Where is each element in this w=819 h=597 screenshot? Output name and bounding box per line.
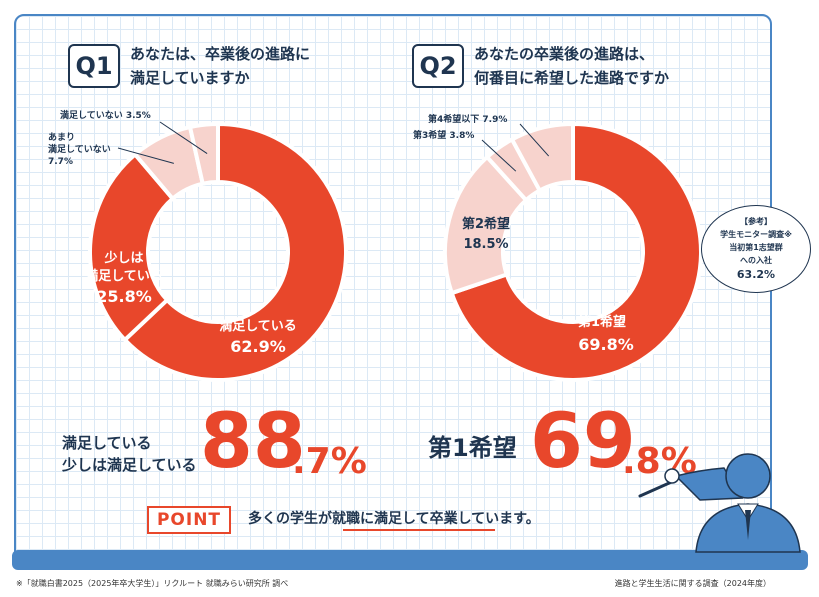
q1-label-0-0: 満足している bbox=[219, 318, 297, 334]
footer-source: ※「就職白書2025（2025年卒大学生）」リクルート 就職みらい研究所 調べ bbox=[16, 579, 289, 588]
q1-label-1-0: 少しは bbox=[103, 250, 143, 266]
q1-label-2-0: あまり bbox=[48, 132, 75, 143]
q1-value-1: 25.8% bbox=[96, 287, 152, 306]
q1-leader-2 bbox=[117, 147, 174, 164]
reference-line1: 【参考】 bbox=[740, 217, 772, 226]
reference-line4: への入社 bbox=[740, 256, 772, 265]
q2-label-3-0: 第4希望以下 7.9% bbox=[428, 113, 507, 125]
q1-slice-0 bbox=[122, 121, 348, 382]
q1-leader-3 bbox=[159, 121, 208, 155]
footer-survey: 進路と学生生活に関する調査（2024年度） bbox=[614, 579, 771, 588]
q1-label-3-0: 満足していない 3.5% bbox=[60, 109, 151, 121]
q2-badge: Q2 bbox=[412, 44, 464, 88]
q1-summary-small: .7% bbox=[292, 441, 367, 482]
q1-slice-1 bbox=[88, 151, 176, 343]
q2-slice-3 bbox=[509, 121, 575, 194]
q1-badge: Q1 bbox=[68, 44, 120, 88]
reference-line3: 当初第1志望群 bbox=[729, 243, 783, 252]
q1-label-2-1: 満足していない bbox=[48, 143, 111, 155]
q2-leader-2 bbox=[481, 139, 517, 172]
person-figure bbox=[638, 453, 801, 553]
q1-question-line1: あなたは、卒業後の進路に bbox=[130, 45, 311, 63]
board-base bbox=[12, 550, 808, 570]
q2-label-1-0: 第2希望 bbox=[462, 216, 510, 232]
q1-summary-big: 88 bbox=[200, 396, 306, 485]
q2-label-2-0: 第3希望 3.8% bbox=[413, 129, 474, 141]
q2-label-0-0: 第1希望 bbox=[578, 314, 626, 330]
q2-value-0: 69.8% bbox=[578, 335, 634, 354]
reference-line2: 学生モニター調査※ bbox=[720, 230, 792, 239]
point-underline bbox=[343, 529, 495, 531]
q1-question-line2: 満足していますか bbox=[130, 69, 250, 87]
q2-summary-label: 第1希望 bbox=[428, 434, 517, 462]
q2-slice-0 bbox=[449, 121, 703, 382]
q2-question-line1: あなたの卒業後の進路は、 bbox=[474, 45, 655, 63]
q2-leader-3 bbox=[519, 123, 550, 157]
q1-summary-line1: 満足している bbox=[62, 434, 152, 452]
point-text: 多くの学生が就職に満足して卒業しています。 bbox=[248, 511, 540, 527]
q1-summary-line2: 少しは満足している bbox=[62, 456, 197, 474]
reference-bubble: 【参考】 学生モニター調査※ 当初第1志望群 への入社 63.2% bbox=[701, 205, 811, 293]
q2-summary-big: 69 bbox=[530, 396, 636, 485]
q2-value-1: 18.5% bbox=[463, 237, 508, 252]
q2-question-line2: 何番目に希望した進路ですか bbox=[474, 69, 670, 87]
q1-value-2: 7.7% bbox=[48, 157, 73, 167]
point-badge: POINT bbox=[147, 506, 231, 534]
reference-value: 63.2% bbox=[736, 268, 776, 281]
q1-label-1-1: 満足している bbox=[85, 268, 163, 284]
q1-value-0: 62.9% bbox=[230, 337, 286, 356]
q1-slice-3 bbox=[187, 121, 220, 187]
